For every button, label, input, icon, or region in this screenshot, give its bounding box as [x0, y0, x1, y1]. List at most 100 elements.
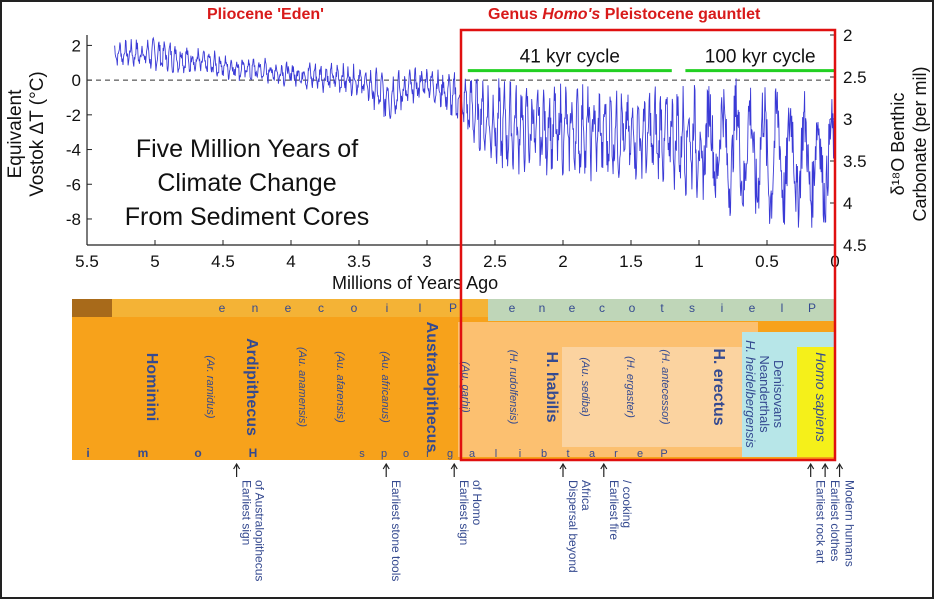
temperature-series-line — [114, 36, 836, 228]
bottom-letter: a — [469, 448, 476, 460]
epoch-letter: e — [569, 301, 576, 315]
x-tick-label: 5.5 — [75, 252, 99, 271]
event-label: Modern humans — [843, 480, 857, 567]
bottom-letter: a — [589, 448, 596, 460]
y-tick-label-left: -2 — [66, 106, 81, 125]
late-taxon-label: Neanderthals — [757, 355, 772, 433]
epoch-letter: i — [721, 301, 724, 315]
bottom-letter: i — [86, 446, 89, 460]
taxon-italic-label: (Au. afarensis) — [334, 351, 346, 423]
taxon-label: H. habilis — [543, 351, 560, 422]
chart-title-line-3: From Sediment Cores — [124, 203, 370, 231]
epoch-letter: e — [509, 301, 516, 315]
taxon-label: Australopithecus — [423, 322, 440, 453]
bottom-letter: i — [519, 448, 521, 460]
x-tick-label: 4.5 — [211, 252, 235, 271]
y-tick-label-right: 2 — [843, 26, 852, 45]
taxon-italic-label: (Au. anamensis) — [296, 347, 308, 427]
sapiens-region — [797, 347, 835, 457]
event-label: Earliest rock art — [814, 480, 828, 564]
epoch-letter: e — [285, 301, 292, 315]
chart-title-line-2: Climate Change — [157, 169, 337, 197]
taxon-italic-label: (H. ergaster) — [624, 356, 636, 418]
x-tick-label: 0.5 — [755, 252, 779, 271]
x-tick-label: 1.5 — [619, 252, 643, 271]
y-tick-label-left: 0 — [72, 71, 81, 90]
y-tick-label-left: -6 — [66, 175, 81, 194]
epoch-letter: l — [781, 301, 784, 315]
bottom-letter: P — [660, 448, 667, 460]
gauntlet-prefix: Genus — [488, 6, 543, 23]
x-axis-label: Millions of Years Ago — [332, 273, 499, 293]
bottom-letter: r — [614, 448, 618, 460]
event-arrow-head — [382, 462, 390, 470]
bottom-letter: g — [447, 448, 453, 460]
epoch-letter: o — [629, 301, 636, 315]
taxon-label: Hominini — [143, 353, 160, 421]
chart-title-line-1: Five Million Years of — [135, 135, 359, 163]
event-label: Dispersal beyondAfrica — [566, 480, 593, 573]
epoch-letter: P — [449, 301, 457, 315]
epoch-letter: n — [252, 301, 259, 315]
taxon-label: H. erectus — [710, 348, 727, 425]
event-label: Earliest clothes — [828, 480, 842, 561]
event-arrow-head — [821, 462, 829, 470]
gauntlet-highlight-box — [459, 28, 837, 462]
ergaster-region — [562, 347, 747, 447]
y-tick-label-right: 4 — [843, 194, 852, 213]
taxon-label: Ardipithecus — [243, 338, 260, 436]
bottom-letter: l — [495, 448, 497, 460]
pliocene-strip — [112, 299, 492, 317]
late-taxon-label: Homo sapiens — [813, 352, 829, 442]
gauntlet-suffix: Pleistocene gauntlet — [600, 6, 761, 23]
chart-title: Five Million Years of Climate Change Fro… — [97, 132, 397, 234]
y-tick-label-right: 3.5 — [843, 152, 867, 171]
epoch-letter: e — [749, 301, 756, 315]
pliocene-label: Pliocene 'Eden' — [207, 6, 324, 23]
x-tick-label: 5 — [150, 252, 159, 271]
epoch-letter: e — [219, 301, 226, 315]
epoch-letter: l — [419, 301, 422, 315]
epoch-letter: o — [351, 301, 358, 315]
pleistocene-strip — [488, 299, 835, 321]
bottom-letter: e — [637, 448, 643, 460]
bottom-letter: b — [541, 448, 547, 460]
epoch-letter: i — [386, 301, 389, 315]
x-tick-label: 3 — [422, 252, 431, 271]
event-arrow-head — [600, 462, 608, 470]
y-tick-label-left: -4 — [66, 141, 81, 160]
taxon-italic-label: (H. antecessor) — [659, 349, 671, 425]
bottom-letter: o — [403, 448, 409, 460]
late-taxon-label: H. heidelbergensis — [743, 340, 758, 448]
cycle-label: 41 kyr cycle — [520, 47, 620, 68]
taxon-italic-label: (Ar. ramidus) — [204, 355, 216, 418]
epoch-letter: c — [599, 301, 605, 315]
taxon-italic-label: (Au. sediba) — [579, 357, 591, 417]
x-tick-label: 2 — [558, 252, 567, 271]
bottom-letter: r — [426, 448, 430, 460]
bottom-letter: s — [359, 448, 365, 460]
event-label: Earliest stone tools — [389, 480, 403, 581]
event-arrow-head — [807, 462, 815, 470]
x-tick-label: 2.5 — [483, 252, 507, 271]
x-tick-label: 3.5 — [347, 252, 371, 271]
bottom-letter: t — [566, 448, 569, 460]
event-label: Earliest signof Homo — [457, 480, 484, 545]
taxon-italic-label: (Au. africanus) — [379, 351, 391, 423]
epoch-letter: c — [318, 301, 324, 315]
epoch-letter: s — [689, 301, 695, 315]
epoch-letter: P — [808, 301, 816, 315]
y-tick-label-right: 2.5 — [843, 68, 867, 87]
bottom-letter: p — [381, 448, 387, 460]
gauntlet-italic: Homo's — [542, 6, 601, 23]
late-taxon-label: Denisovans — [771, 360, 786, 428]
event-label: Earliest fire/ cooking — [607, 480, 634, 540]
bottom-letter: o — [194, 446, 201, 460]
event-arrow-head — [233, 462, 241, 470]
event-arrow-head — [559, 462, 567, 470]
y-tick-label-right: 4.5 — [843, 236, 867, 255]
gauntlet-label: Genus Homo's Pleistocene gauntlet — [488, 6, 760, 24]
x-tick-label: 1 — [694, 252, 703, 271]
epoch-letter: n — [539, 301, 546, 315]
